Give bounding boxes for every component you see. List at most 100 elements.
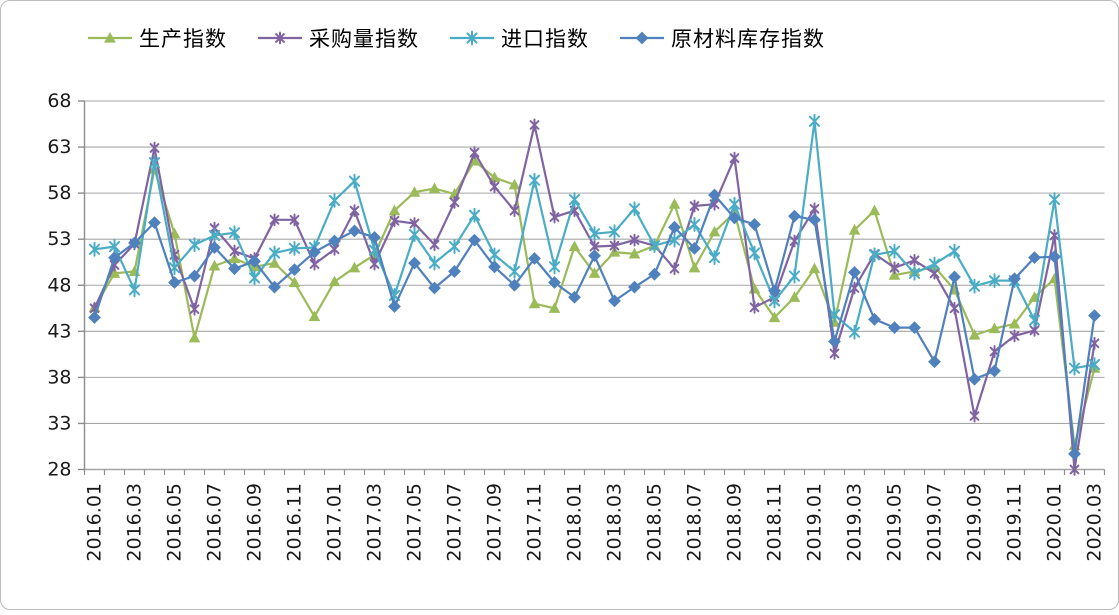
- diamond-marker[interactable]: [948, 270, 961, 284]
- x-axis-label[interactable]: 2019.01: [804, 483, 826, 562]
- triangle-marker[interactable]: [268, 257, 281, 268]
- asterisk-marker[interactable]: [468, 207, 481, 223]
- asterisk-marker[interactable]: [948, 243, 961, 259]
- triangle-marker[interactable]: [568, 240, 581, 252]
- asterisk-marker[interactable]: [208, 228, 221, 243]
- star-marker[interactable]: [1069, 463, 1080, 476]
- series-line-生产指数[interactable]: [93, 159, 1096, 447]
- diamond-marker[interactable]: [228, 262, 241, 276]
- asterisk-marker[interactable]: [428, 255, 441, 271]
- x-axis-label[interactable]: 2019.03: [844, 483, 866, 562]
- diamond-marker[interactable]: [728, 211, 741, 225]
- triangle-marker[interactable]: [548, 302, 561, 313]
- diamond-marker[interactable]: [508, 278, 521, 292]
- x-axis-label[interactable]: 2019.07: [924, 483, 946, 562]
- diamond-marker[interactable]: [868, 312, 881, 326]
- asterisk-marker[interactable]: [928, 256, 941, 272]
- star-marker[interactable]: [429, 238, 440, 252]
- triangle-marker[interactable]: [428, 182, 441, 194]
- x-axis-label[interactable]: 2017.07: [444, 483, 466, 562]
- diamond-marker[interactable]: [1008, 272, 1021, 286]
- asterisk-marker[interactable]: [328, 193, 341, 208]
- asterisk-marker[interactable]: [588, 226, 601, 242]
- legend-item-进口指数[interactable]: 进口指数: [449, 23, 589, 53]
- triangle-marker[interactable]: [108, 267, 121, 278]
- asterisk-marker[interactable]: [148, 155, 161, 171]
- asterisk-marker[interactable]: [548, 259, 561, 275]
- x-axis-label[interactable]: 2018.07: [684, 483, 706, 562]
- diamond-marker[interactable]: [348, 224, 361, 238]
- diamond-marker[interactable]: [108, 251, 121, 265]
- diamond-marker[interactable]: [248, 254, 261, 268]
- x-axis-label[interactable]: 2018.05: [644, 483, 666, 562]
- diamond-marker[interactable]: [388, 300, 401, 313]
- triangle-marker[interactable]: [508, 178, 521, 190]
- star-marker[interactable]: [289, 213, 300, 227]
- asterisk-marker[interactable]: [648, 238, 661, 254]
- asterisk-marker[interactable]: [228, 225, 241, 241]
- y-axis-label[interactable]: 28: [47, 459, 71, 481]
- triangle-marker[interactable]: [308, 310, 321, 322]
- diamond-marker[interactable]: [848, 265, 861, 279]
- asterisk-marker[interactable]: [408, 227, 421, 242]
- star-marker[interactable]: [829, 347, 840, 360]
- star-marker[interactable]: [229, 244, 240, 258]
- diamond-marker[interactable]: [708, 188, 721, 202]
- x-axis-label[interactable]: 2017.11: [524, 483, 546, 562]
- x-axis-label[interactable]: 2016.03: [124, 483, 146, 562]
- diamond-marker[interactable]: [1068, 447, 1081, 461]
- diamond-marker[interactable]: [488, 260, 501, 274]
- diamond-marker[interactable]: [168, 276, 181, 289]
- y-axis-label[interactable]: 48: [47, 274, 71, 296]
- triangle-marker[interactable]: [988, 322, 1001, 334]
- diamond-marker[interactable]: [988, 364, 1001, 378]
- diamond-marker[interactable]: [1028, 251, 1041, 265]
- diamond-marker[interactable]: [148, 216, 161, 230]
- triangle-marker[interactable]: [288, 276, 301, 288]
- x-axis-label[interactable]: 2018.09: [724, 483, 746, 562]
- star-marker[interactable]: [1049, 229, 1060, 242]
- diamond-marker[interactable]: [628, 280, 641, 294]
- x-axis-label[interactable]: 2016.01: [84, 483, 106, 562]
- x-axis-label[interactable]: 2017.09: [484, 483, 506, 562]
- star-marker[interactable]: [1009, 329, 1020, 343]
- star-marker[interactable]: [529, 118, 540, 132]
- asterisk-marker[interactable]: [268, 245, 281, 261]
- star-marker[interactable]: [849, 281, 860, 295]
- diamond-marker[interactable]: [548, 276, 561, 289]
- asterisk-marker[interactable]: [748, 245, 761, 261]
- diamond-marker[interactable]: [268, 280, 281, 294]
- star-marker[interactable]: [669, 262, 680, 276]
- diamond-marker[interactable]: [808, 213, 821, 227]
- diamond-marker[interactable]: [648, 267, 661, 281]
- star-marker[interactable]: [189, 302, 200, 316]
- triangle-marker[interactable]: [1008, 317, 1021, 329]
- star-marker[interactable]: [749, 300, 760, 314]
- triangle-marker[interactable]: [848, 223, 861, 235]
- y-axis-label[interactable]: 68: [47, 90, 71, 112]
- triangle-marker[interactable]: [528, 297, 541, 309]
- asterisk-marker[interactable]: [808, 113, 821, 129]
- triangle-marker[interactable]: [488, 171, 501, 183]
- asterisk-marker[interactable]: [248, 270, 261, 286]
- triangle-marker[interactable]: [888, 269, 901, 280]
- star-marker[interactable]: [489, 180, 500, 194]
- star-marker[interactable]: [909, 253, 920, 267]
- diamond-marker[interactable]: [908, 321, 921, 335]
- star-marker[interactable]: [689, 199, 700, 213]
- diamond-marker[interactable]: [608, 294, 621, 308]
- asterisk-marker[interactable]: [608, 224, 621, 240]
- diamond-marker[interactable]: [528, 252, 541, 265]
- asterisk-marker[interactable]: [988, 273, 1001, 289]
- triangle-marker[interactable]: [188, 331, 201, 343]
- asterisk-marker[interactable]: [1028, 312, 1041, 328]
- x-axis-label[interactable]: 2020.03: [1084, 483, 1106, 562]
- y-axis-label[interactable]: 58: [47, 182, 71, 204]
- triangle-marker[interactable]: [588, 267, 601, 278]
- star-marker[interactable]: [969, 409, 980, 423]
- star-marker[interactable]: [629, 233, 640, 247]
- triangle-marker[interactable]: [968, 328, 981, 340]
- series-line-采购量指数[interactable]: [93, 123, 1096, 471]
- diamond-marker[interactable]: [668, 220, 681, 234]
- diamond-marker[interactable]: [308, 245, 321, 259]
